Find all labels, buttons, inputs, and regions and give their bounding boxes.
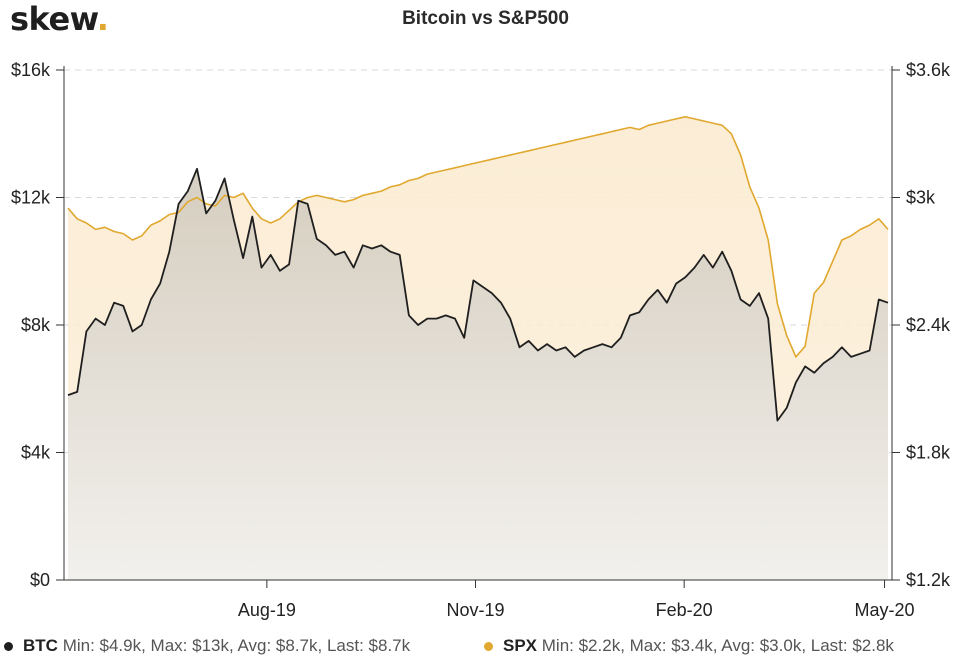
logo-text: skew: [10, 0, 97, 38]
legend-spx[interactable]: SPX Min: $2.2k, Max: $3.4k, Avg: $3.0k, …: [484, 636, 894, 656]
series-areas: [68, 116, 888, 581]
logo-dot: .: [96, 0, 109, 38]
chart-canvas: $0 $1.2k $4k $1.8k $8k $2.4k $12k $3k $16k $3.6k A…: [11, 60, 951, 620]
y-right-tick-label: $1.8k: [906, 443, 951, 463]
y-left-tick-label: $0: [30, 570, 50, 590]
y-left-tick-label: $12k: [11, 188, 51, 208]
legend-btc-name: BTC: [23, 636, 58, 655]
legend: BTC Min: $4.9k, Max: $13k, Avg: $8.7k, L…: [0, 636, 971, 658]
y-left-tick-label: $8k: [21, 315, 51, 335]
x-tick-label: May-20: [855, 600, 915, 620]
y-left-tick-label: $16k: [11, 60, 51, 80]
x-tick-label: Feb-20: [656, 600, 713, 620]
x-tick-label: Nov-19: [447, 600, 505, 620]
y-left-tick-label: $4k: [21, 443, 51, 463]
y-right-tick-label: $3.6k: [906, 60, 951, 80]
btc-area: [68, 168, 888, 581]
legend-btc[interactable]: BTC Min: $4.9k, Max: $13k, Avg: $8.7k, L…: [4, 636, 410, 656]
legend-btc-stats: Min: $4.9k, Max: $13k, Avg: $8.7k, Last:…: [62, 636, 411, 655]
skew-logo: skew.: [10, 0, 109, 38]
chart-title: Bitcoin vs S&P500: [402, 8, 569, 29]
tick-labels: $0 $1.2k $4k $1.8k $8k $2.4k $12k $3k $16k $3.6k A…: [11, 60, 951, 620]
series-lines: [67, 116, 889, 422]
spx-marker-icon: [484, 642, 493, 652]
y-right-tick-label: $2.4k: [906, 315, 951, 335]
btc-line: [67, 167, 889, 422]
x-tick-label: Aug-19: [238, 600, 296, 620]
btc-marker-icon: [4, 642, 13, 652]
legend-spx-name: SPX: [503, 636, 538, 655]
y-right-tick-label: $1.2k: [906, 570, 951, 590]
axes: [56, 66, 900, 588]
y-right-tick-label: $3k: [906, 188, 936, 208]
legend-spx-stats: Min: $2.2k, Max: $3.4k, Avg: $3.0k, Last…: [541, 636, 894, 655]
